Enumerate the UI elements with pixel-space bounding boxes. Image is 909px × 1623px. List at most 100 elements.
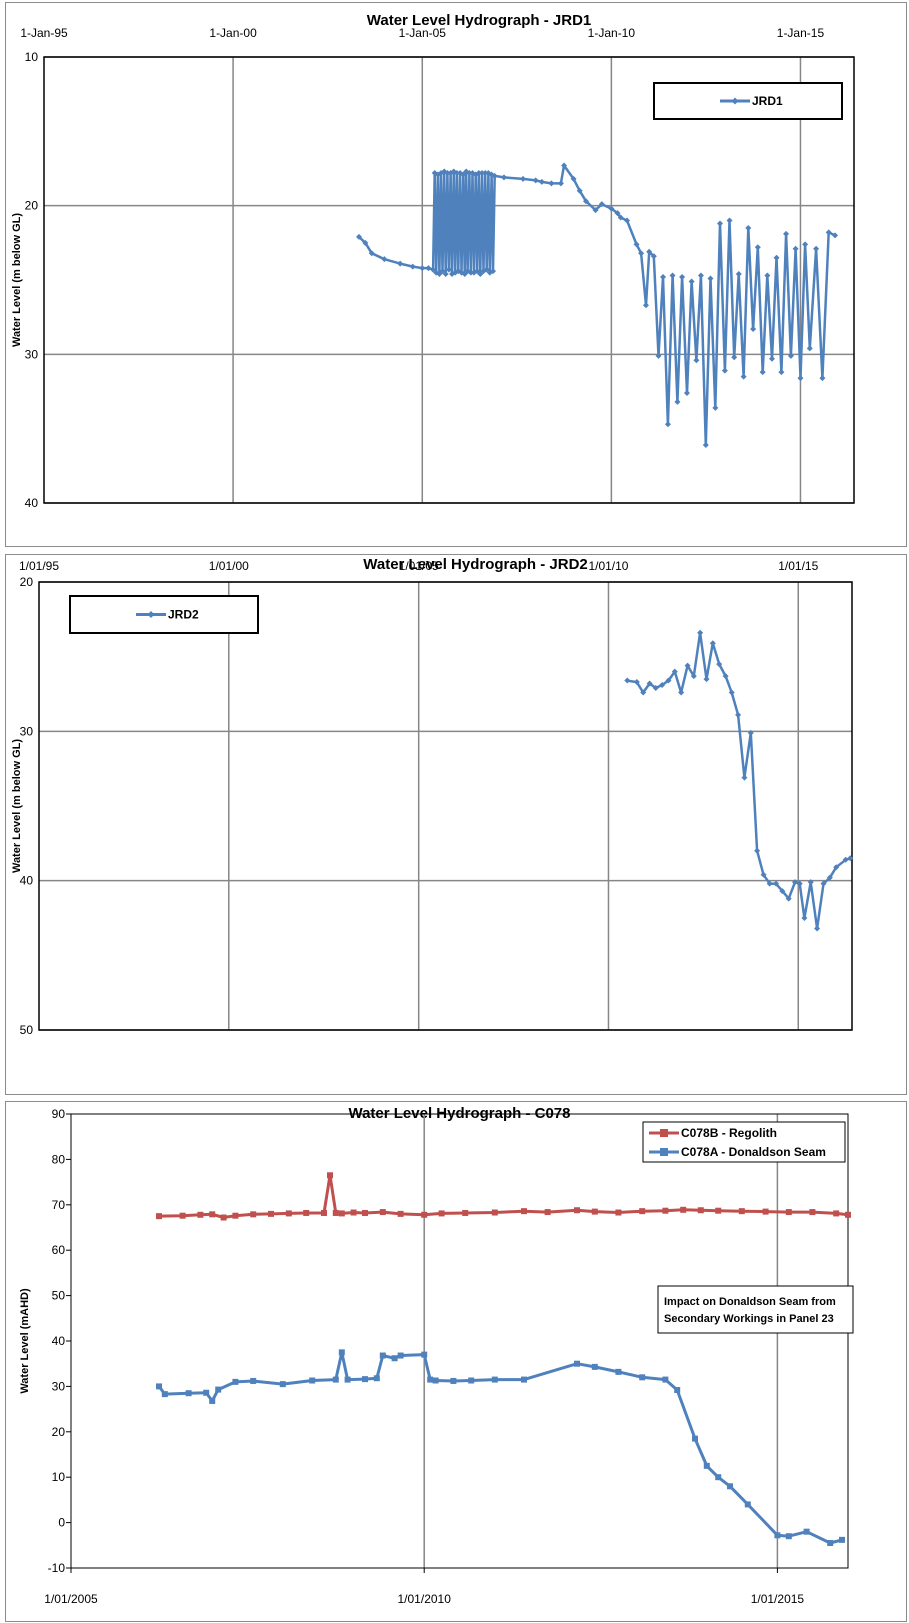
data-point xyxy=(309,1377,316,1384)
data-point xyxy=(467,269,474,276)
y-tick-label: 50 xyxy=(52,1289,66,1303)
data-point xyxy=(833,1210,840,1217)
chart-title: Water Level Hydrograph - JRD2 xyxy=(363,556,588,573)
data-point xyxy=(453,169,460,176)
data-point xyxy=(712,404,719,411)
data-point xyxy=(521,1376,528,1383)
data-point xyxy=(232,1212,239,1219)
data-point xyxy=(491,1209,498,1216)
data-point xyxy=(520,175,527,182)
data-point xyxy=(669,272,676,279)
annotation-text: Impact on Donaldson Seam from Secondary W… xyxy=(664,1296,836,1325)
data-point xyxy=(640,689,647,696)
data-point xyxy=(161,1391,168,1398)
x-tick-label: 1/01/15 xyxy=(778,559,818,573)
chart-jrd1: Water Level Hydrograph - JRD1 10 20 30 40 1-J… xyxy=(11,12,855,510)
data-point xyxy=(787,352,794,359)
data-point xyxy=(646,680,653,687)
x-tick-label: 1-Jan-15 xyxy=(777,26,825,40)
y-tick-label: 40 xyxy=(25,496,39,510)
data-point xyxy=(338,1210,345,1217)
data-point xyxy=(475,169,482,176)
x-tick-label: 1/01/95 xyxy=(19,559,59,573)
data-point xyxy=(827,1540,834,1547)
x-tick-label: 1/01/2005 xyxy=(44,1592,98,1606)
data-point xyxy=(825,229,832,236)
data-point xyxy=(768,355,775,362)
y-tick-label: -10 xyxy=(48,1561,66,1575)
data-point xyxy=(379,1352,386,1359)
series-line-1 xyxy=(358,164,836,447)
data-point xyxy=(574,1360,581,1367)
data-point xyxy=(397,260,404,267)
plot-area xyxy=(43,56,855,504)
data-point xyxy=(250,1377,257,1384)
data-point xyxy=(285,1210,292,1217)
data-point xyxy=(832,232,839,239)
annotation-box xyxy=(657,1285,854,1334)
legend-marker xyxy=(660,1129,668,1137)
data-point xyxy=(671,668,678,675)
data-point xyxy=(779,888,786,895)
y-tick-label: 60 xyxy=(52,1243,66,1257)
data-point xyxy=(215,1386,222,1393)
data-point xyxy=(500,174,507,181)
data-point xyxy=(703,1462,710,1469)
data-point xyxy=(430,266,437,273)
data-point xyxy=(715,1207,722,1214)
data-point xyxy=(156,1383,163,1390)
data-point xyxy=(421,1351,428,1358)
data-point xyxy=(697,272,704,279)
data-point xyxy=(338,1349,345,1356)
data-point xyxy=(762,1208,769,1215)
data-point xyxy=(660,274,667,281)
y-tick-label: 40 xyxy=(52,1334,66,1348)
data-point xyxy=(598,201,605,208)
data-point xyxy=(332,1376,339,1383)
x-tick-label: 1/01/10 xyxy=(588,559,628,573)
data-point xyxy=(362,239,369,246)
data-point xyxy=(650,253,657,260)
data-point xyxy=(735,271,742,278)
data-point xyxy=(773,880,780,887)
data-point xyxy=(639,1208,646,1215)
data-point xyxy=(819,375,826,382)
data-point xyxy=(773,254,780,261)
data-point xyxy=(432,1377,439,1384)
data-point xyxy=(783,230,790,237)
data-point xyxy=(570,175,577,182)
data-point xyxy=(826,874,833,881)
data-point xyxy=(362,1376,369,1383)
data-point xyxy=(662,1376,669,1383)
data-point xyxy=(740,373,747,380)
data-point xyxy=(820,880,827,887)
data-point xyxy=(646,248,653,255)
y-axis-label: Water Level (mAHD) xyxy=(19,1288,31,1394)
data-point xyxy=(444,169,451,176)
data-point xyxy=(707,275,714,282)
data-point xyxy=(741,774,748,781)
y-tick-label: 20 xyxy=(25,199,39,213)
data-point xyxy=(482,169,489,176)
data-point xyxy=(490,268,497,275)
data-point xyxy=(735,711,742,718)
data-point xyxy=(814,925,821,932)
legend-marker xyxy=(660,1148,668,1156)
data-point xyxy=(801,915,808,921)
data-point xyxy=(715,1474,722,1481)
legend-label: C078A - Donaldson Seam xyxy=(681,1145,826,1159)
data-point xyxy=(727,1483,734,1490)
data-point xyxy=(693,357,700,364)
data-point xyxy=(785,895,792,902)
data-point xyxy=(379,1209,386,1216)
plot-area xyxy=(38,581,853,1031)
data-point xyxy=(691,1435,698,1442)
y-tick-label: 30 xyxy=(52,1379,66,1393)
data-point xyxy=(842,856,849,863)
data-point xyxy=(381,256,388,263)
data-point xyxy=(532,177,539,184)
data-point xyxy=(421,1211,428,1218)
data-point xyxy=(750,326,757,333)
data-point xyxy=(548,180,555,187)
data-point xyxy=(745,224,752,231)
